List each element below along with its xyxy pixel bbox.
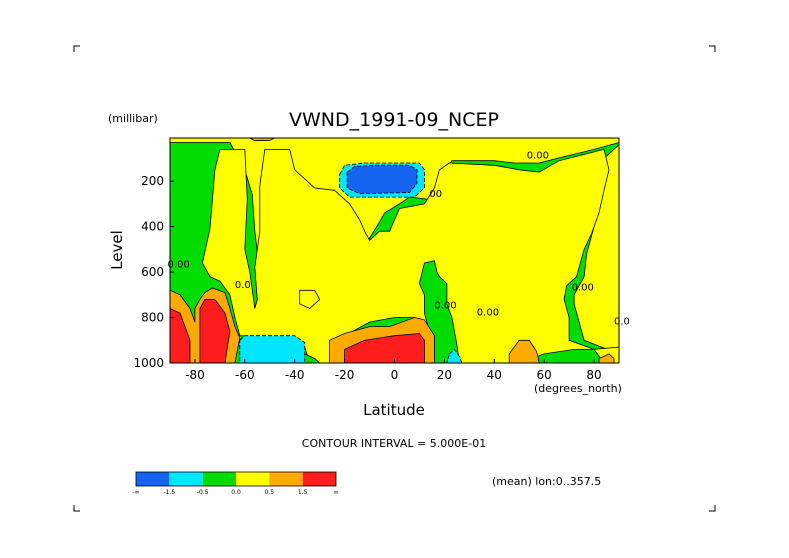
colorbar-tick-label: 0.0 (231, 489, 241, 496)
colorbar-frame (135, 471, 337, 487)
x-tick-label: 20 (437, 368, 452, 382)
contour-label: 0.0 (614, 316, 630, 327)
x-tick-label: -40 (285, 368, 305, 382)
contour-fill-regions (169, 137, 620, 364)
y-tick-label: 1000 (133, 356, 164, 370)
x-axis-ticks: -80 -60 -40 -20 0 20 40 60 80 (185, 359, 602, 382)
contour-label: 00 (429, 189, 442, 200)
crop-marks (73, 45, 716, 512)
y-tick-label: 800 (141, 311, 164, 325)
contour-interval-text: CONTOUR INTERVAL = 5.000E-01 (302, 437, 486, 450)
colorbar-tick-label: -0.5 (197, 489, 209, 496)
colorbar-swatch (136, 472, 170, 486)
x-tick-label: -80 (185, 368, 205, 382)
colorbar-tick-label: -1.5 (163, 489, 175, 496)
x-axis-label: Latitude (363, 401, 425, 419)
contour-label: 0.00 (477, 307, 499, 318)
contour-region (201, 148, 620, 364)
x-tick-label: 60 (537, 368, 552, 382)
y-tick-label: 400 (141, 220, 164, 234)
x-tick-label: -60 (235, 368, 255, 382)
y-axis-label: Level (108, 230, 126, 270)
colorbar-swatch (269, 472, 303, 486)
contour-label: 0.00 (168, 260, 190, 271)
colorbar-swatch (302, 472, 336, 486)
contour-region (346, 164, 418, 195)
x-tick-label: 40 (487, 368, 502, 382)
y-units-label: (millibar) (108, 112, 158, 125)
colorbar-swatch (202, 472, 236, 486)
colorbar-tick-label: 0.5 (265, 489, 275, 496)
colorbar-swatch (169, 472, 203, 486)
colorbar-swatch (236, 472, 270, 486)
x-tick-label: 80 (586, 368, 601, 382)
y-axis-ticks: 200 400 600 800 1000 (133, 174, 174, 370)
chart-title: VWND_1991-09_NCEP (289, 109, 499, 131)
contour-region (598, 353, 615, 364)
colorbar-tick-label: ∞ (334, 489, 339, 496)
contour-region (299, 289, 321, 309)
contour-region (446, 348, 463, 364)
colorbar-tick-label: 1.5 (298, 489, 308, 496)
contour-labels: 0.00 00 0.00 0.0 0.00 0.00 0.00 0.0 (168, 151, 630, 328)
x-units-label: (degrees_north) (534, 382, 622, 395)
x-tick-label: -20 (335, 368, 355, 382)
contour-region (239, 335, 306, 364)
colorbar: -∞ -1.5 -0.5 0.0 0.5 1.5 ∞ (132, 471, 339, 496)
contour-label: 0.0 (235, 280, 251, 291)
contour-label: 0.00 (572, 282, 594, 293)
x-tick-label: 0 (391, 368, 399, 382)
contour-label: 0.00 (434, 301, 456, 312)
contour-label: 0.00 (527, 151, 549, 162)
y-tick-label: 200 (141, 174, 164, 188)
footnote-text: (mean) lon:0..357.5 (492, 475, 601, 488)
y-tick-label: 600 (141, 265, 164, 279)
colorbar-tick-label: -∞ (132, 489, 139, 496)
